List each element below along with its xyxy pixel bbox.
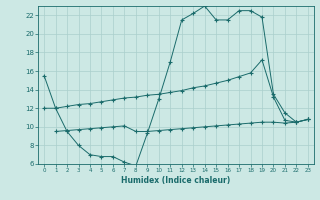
X-axis label: Humidex (Indice chaleur): Humidex (Indice chaleur) [121, 176, 231, 185]
